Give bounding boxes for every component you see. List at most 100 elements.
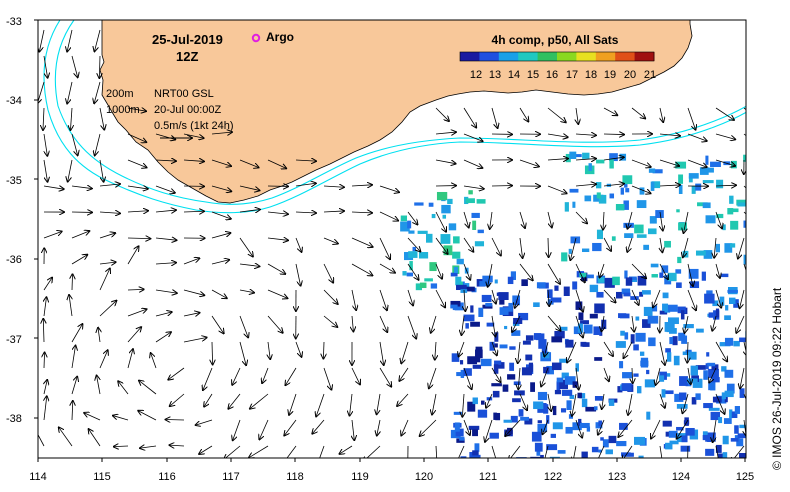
- current-arrow: [715, 133, 735, 139]
- sst-pixel: [676, 209, 680, 213]
- sst-pixel: [577, 323, 583, 333]
- current-arrow: [740, 367, 745, 388]
- current-arrow: [575, 419, 582, 438]
- current-arrow: [155, 332, 171, 343]
- current-arrow: [397, 393, 409, 406]
- sst-pixel: [546, 365, 554, 375]
- lat-tick-label: -36: [6, 254, 22, 266]
- sst-pixel: [583, 324, 593, 334]
- sst-pixel: [524, 418, 533, 425]
- current-arrow: [463, 159, 482, 168]
- sst-pixel: [711, 364, 719, 371]
- current-arrow: [512, 315, 521, 332]
- current-arrow: [250, 393, 269, 409]
- sst-pixel: [667, 304, 678, 312]
- sst-pixel: [651, 274, 658, 278]
- sst-pixel: [637, 275, 647, 286]
- sst-pixel: [554, 330, 565, 339]
- current-arrow: [127, 309, 147, 317]
- current-arrow: [463, 419, 470, 435]
- current-arrow: [39, 29, 45, 52]
- sst-pixel: [696, 328, 704, 333]
- argo-float-icon: [251, 33, 261, 43]
- current-arrow: [267, 159, 286, 168]
- sst-pixel: [695, 250, 706, 256]
- sst-pixel: [478, 307, 484, 317]
- current-arrow: [350, 393, 352, 416]
- sst-pixel: [525, 354, 533, 361]
- current-arrow: [653, 289, 661, 307]
- sst-pixel: [676, 282, 682, 288]
- sst-pixel: [677, 306, 686, 314]
- sst-pixel: [565, 339, 574, 348]
- sst-pixel: [704, 293, 715, 304]
- colorbar-segment: [537, 52, 558, 61]
- sst-pixel: [530, 456, 541, 458]
- current-arrow: [89, 429, 101, 447]
- sst-pixel: [425, 233, 433, 243]
- current-arrow: [379, 341, 384, 365]
- current-arrow: [379, 263, 395, 273]
- current-arrow: [59, 427, 73, 447]
- sst-pixel: [596, 291, 604, 298]
- lat-tick-label: -33: [6, 16, 22, 28]
- sst-pixel: [409, 261, 413, 271]
- sst-pixel: [659, 310, 668, 315]
- current-arrow: [518, 341, 520, 363]
- current-arrow: [295, 237, 302, 252]
- sst-pixel: [533, 401, 544, 410]
- colorbar-tick: 20: [624, 69, 636, 81]
- sst-pixel: [463, 314, 475, 322]
- colorbar-segment: [615, 52, 636, 61]
- current-arrow: [183, 258, 199, 265]
- sst-pixel: [662, 292, 669, 299]
- current-arrow: [687, 159, 707, 167]
- current-arrow: [239, 185, 259, 190]
- current-arrow: [743, 393, 746, 401]
- sst-pixel: [711, 377, 720, 383]
- sst-pixel: [672, 336, 678, 346]
- current-arrow: [548, 393, 551, 411]
- sst-pixel: [689, 281, 700, 289]
- current-arrow: [267, 238, 288, 240]
- current-arrow: [715, 445, 719, 458]
- sst-pixel: [673, 355, 680, 366]
- sst-pixel: [546, 444, 558, 451]
- current-arrow: [687, 263, 693, 286]
- current-arrow: [600, 263, 605, 277]
- current-arrow: [379, 211, 398, 221]
- sst-pixel: [649, 216, 657, 224]
- sst-pixel: [715, 308, 720, 318]
- sst-pixel: [521, 367, 532, 376]
- sst-pixel: [729, 409, 733, 419]
- sst-pixel: [534, 442, 543, 452]
- current-arrow: [71, 346, 75, 369]
- sst-pixel: [455, 428, 464, 437]
- sst-pixel: [720, 273, 729, 278]
- sst-pixel: [734, 435, 740, 441]
- sst-pixel: [407, 220, 412, 229]
- sst-pixel: [580, 341, 587, 347]
- current-arrow: [44, 396, 47, 421]
- current-arrow: [67, 29, 73, 51]
- map-hour: 12Z: [176, 49, 198, 64]
- sst-pixel: [743, 254, 746, 265]
- sst-pixel: [622, 175, 633, 185]
- sst-pixel: [513, 381, 521, 386]
- current-arrow: [379, 237, 390, 259]
- sst-pixel: [591, 446, 599, 453]
- sst-pixel: [541, 347, 548, 354]
- current-arrow: [464, 289, 465, 311]
- sst-pixel: [414, 202, 424, 206]
- sst-pixel: [522, 340, 531, 345]
- current-arrow: [435, 107, 449, 121]
- sst-pixel: [480, 358, 492, 367]
- sst-pixel: [729, 195, 734, 204]
- current-arrow: [651, 419, 661, 439]
- current-arrow: [491, 315, 495, 336]
- current-arrow: [239, 237, 253, 256]
- map-frame: [37, 19, 747, 459]
- current-arrow: [519, 159, 539, 167]
- sst-pixel: [460, 456, 467, 458]
- sst-pixel: [476, 357, 481, 363]
